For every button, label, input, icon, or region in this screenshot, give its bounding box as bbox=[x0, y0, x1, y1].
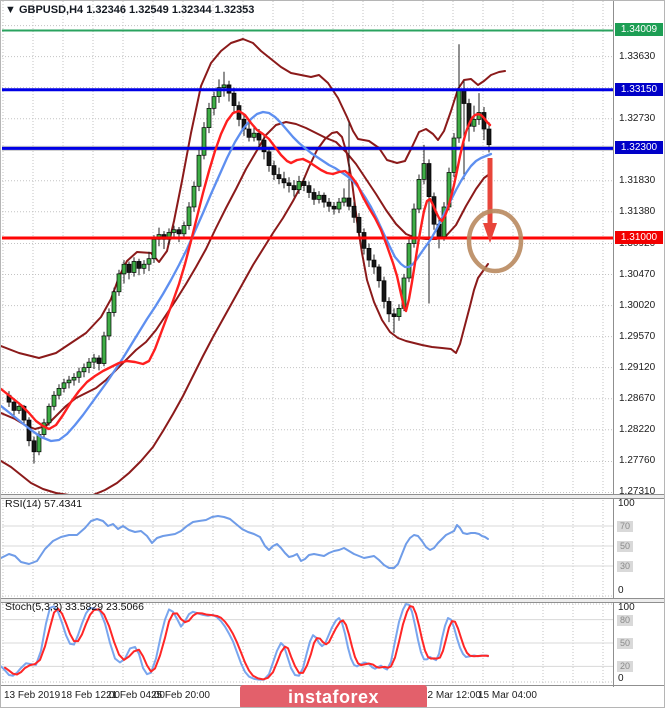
candle-bearish bbox=[126, 263, 132, 273]
candle-bearish bbox=[311, 192, 317, 200]
candle-bearish bbox=[266, 151, 272, 166]
candle-bullish bbox=[336, 201, 342, 210]
candle-bullish bbox=[211, 96, 217, 109]
candle-bullish bbox=[471, 119, 477, 127]
instaforex-logo: instaforex bbox=[240, 685, 427, 707]
candle-bearish bbox=[306, 185, 312, 193]
stoch-d-line bbox=[4, 605, 489, 681]
candle-bullish bbox=[406, 243, 412, 279]
candle-bullish bbox=[131, 261, 137, 273]
candle-bullish bbox=[141, 263, 147, 269]
candle-bullish bbox=[106, 312, 112, 337]
candle-bullish bbox=[71, 376, 77, 381]
candle-bullish bbox=[171, 229, 177, 233]
panel-separator-rsi[interactable] bbox=[1, 494, 664, 499]
candle-bearish bbox=[276, 174, 282, 180]
candle-bullish bbox=[151, 239, 157, 260]
candle-bullish bbox=[411, 208, 417, 244]
candle-bullish bbox=[221, 84, 227, 89]
candle-bullish bbox=[81, 367, 87, 373]
candle-bearish bbox=[326, 201, 332, 207]
candle-bullish bbox=[456, 89, 462, 139]
candle-bearish bbox=[356, 216, 362, 233]
candle-bullish bbox=[181, 225, 187, 235]
candle-bullish bbox=[421, 163, 427, 180]
candle-bearish bbox=[301, 181, 307, 186]
candle-bearish bbox=[256, 132, 262, 141]
candle-bearish bbox=[386, 301, 392, 315]
candle-bearish bbox=[371, 259, 377, 268]
candle-bullish bbox=[66, 379, 72, 384]
candle-bearish bbox=[261, 139, 267, 153]
candle-bearish bbox=[281, 178, 287, 184]
candle-bearish bbox=[271, 165, 277, 175]
instaforex-logo-text: instaforex bbox=[287, 686, 380, 707]
candle-bearish bbox=[21, 405, 27, 421]
candle-bearish bbox=[136, 261, 142, 269]
candle-bullish bbox=[56, 387, 62, 396]
candle-bullish bbox=[101, 335, 107, 364]
candle-bearish bbox=[346, 197, 352, 207]
candle-bearish bbox=[391, 313, 397, 317]
candle-bearish bbox=[231, 92, 237, 106]
candle-bullish bbox=[61, 382, 67, 389]
price-axis-border bbox=[613, 1, 614, 687]
candle-bullish bbox=[296, 181, 302, 191]
candle-bullish bbox=[216, 87, 222, 97]
panel-separator-stoch[interactable] bbox=[1, 598, 664, 603]
bollinger-lower-band bbox=[1, 131, 489, 497]
candle-bearish bbox=[461, 89, 467, 104]
candle-bullish bbox=[416, 179, 422, 210]
candle-bullish bbox=[316, 194, 322, 200]
rsi-line bbox=[1, 515, 489, 569]
candle-bearish bbox=[361, 232, 367, 249]
candle-bullish bbox=[206, 107, 212, 129]
candle-bearish bbox=[286, 182, 292, 186]
candle-bearish bbox=[331, 205, 337, 210]
candle-bullish bbox=[111, 291, 117, 313]
moving-average-blue bbox=[1, 110, 493, 443]
down-arrow-head[interactable] bbox=[483, 223, 497, 243]
candle-bearish bbox=[11, 401, 17, 411]
candle-bullish bbox=[146, 258, 152, 265]
candle-bullish bbox=[116, 273, 122, 293]
candle-bearish bbox=[31, 440, 37, 453]
candle-bearish bbox=[366, 247, 372, 261]
candle-bearish bbox=[426, 163, 432, 197]
candle-bullish bbox=[396, 307, 402, 317]
candle-bullish bbox=[76, 371, 82, 378]
candle-bearish bbox=[381, 280, 387, 302]
candle-bullish bbox=[341, 197, 347, 203]
candle-bearish bbox=[321, 194, 327, 203]
bollinger-upper-band bbox=[1, 38, 506, 359]
candle-bullish bbox=[91, 357, 97, 363]
candle-bearish bbox=[291, 185, 297, 191]
candle-bearish bbox=[96, 357, 102, 364]
candle-bullish bbox=[121, 263, 127, 275]
candle-bullish bbox=[16, 405, 22, 411]
candle-bullish bbox=[451, 137, 457, 173]
candle-bearish bbox=[486, 128, 492, 146]
candle-bearish bbox=[246, 128, 252, 138]
candle-bullish bbox=[86, 361, 92, 369]
candle-bearish bbox=[351, 205, 357, 218]
candle-bullish bbox=[51, 394, 57, 407]
candle-bullish bbox=[186, 206, 192, 226]
candle-bearish bbox=[176, 229, 182, 235]
stoch-k-line bbox=[1, 603, 489, 681]
candle-bullish bbox=[191, 185, 197, 208]
candle-bullish bbox=[201, 127, 207, 156]
candle-bearish bbox=[376, 266, 382, 282]
moving-average-red bbox=[1, 109, 492, 431]
candle-bullish bbox=[196, 154, 202, 187]
candle-bullish bbox=[251, 132, 257, 138]
highlight-circle[interactable] bbox=[466, 208, 524, 274]
candle-bullish bbox=[46, 405, 52, 424]
